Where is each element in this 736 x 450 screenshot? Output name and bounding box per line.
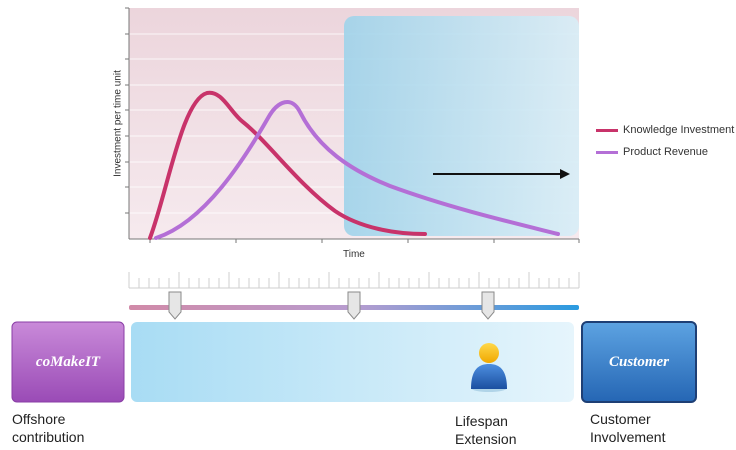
lifespan-band <box>131 322 574 402</box>
y-axis-ticks <box>125 7 129 214</box>
arrow-right-icon <box>433 169 570 179</box>
lifespan-caption: Lifespan Extension <box>455 413 517 447</box>
extension-region <box>344 16 579 236</box>
customer-caption: Customer Involvement <box>590 411 666 445</box>
legend-item-revenue: Product Revenue <box>596 141 734 163</box>
timeline-ruler <box>128 272 580 289</box>
timeline-marker-1 <box>168 291 182 320</box>
knowledge-investment-curve <box>148 90 427 240</box>
legend-label-revenue: Product Revenue <box>623 146 708 158</box>
product-revenue-curve <box>154 100 560 240</box>
customer-label: Customer <box>608 353 669 370</box>
comakeit-box <box>11 321 125 403</box>
x-axis-label: Time <box>343 249 365 260</box>
y-axis-label: Investment per time unit <box>112 70 124 177</box>
legend-swatch-knowledge <box>596 128 618 132</box>
timeline-marker-2 <box>347 291 361 320</box>
legend-item-knowledge: Knowledge Investment <box>596 119 734 141</box>
customer-box <box>581 321 697 403</box>
x-axis-ticks <box>149 239 580 243</box>
offshore-caption: Offshore contribution <box>12 411 85 445</box>
person-icon <box>471 343 507 392</box>
legend-label-knowledge: Knowledge Investment <box>623 124 735 136</box>
comakeit-label: coMakeIT <box>35 353 101 370</box>
legend-swatch-revenue <box>596 150 618 154</box>
legend: Knowledge Investment Product Revenue <box>596 119 734 163</box>
timeline-marker-3 <box>481 291 495 320</box>
